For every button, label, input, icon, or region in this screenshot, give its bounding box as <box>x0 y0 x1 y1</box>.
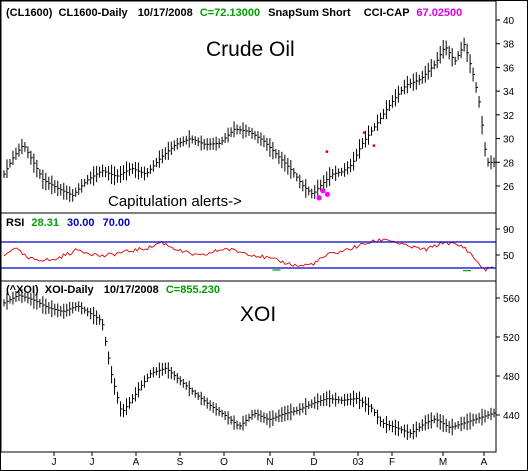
rsi-y-tick-label-0: 90 <box>503 225 515 236</box>
xoi-symbol: (^XOI) <box>6 284 39 296</box>
crude-indicator-value: 67.02500 <box>416 7 462 19</box>
crude-y-tick-label-6: 28 <box>503 158 515 169</box>
crude-y-tick-label-0: 40 <box>503 16 515 27</box>
xoi-y-tick-label-3: 440 <box>503 411 520 422</box>
xoi-bars <box>3 289 496 440</box>
crude-y-tick-label-7: 26 <box>503 182 515 193</box>
crude-study: SnapSum Short <box>268 7 351 19</box>
rsi-series <box>3 238 495 272</box>
rsi-value: 28.31 <box>31 217 59 229</box>
crude-y-tick-label-2: 36 <box>503 63 515 74</box>
crude-title: Crude Oil <box>206 38 295 61</box>
xoi-close: C=855.230 <box>166 284 220 296</box>
x-tick-label-2: A <box>133 457 140 468</box>
capitulation-alert-marker-0 <box>316 195 322 201</box>
crude-symbol: (CL1600) <box>6 7 53 19</box>
crude-date: 10/17/2008 <box>138 7 193 19</box>
alert-red-dot-1 <box>362 131 366 135</box>
crude-y-tick-label-3: 34 <box>503 87 515 98</box>
xoi-y-tick-label-2: 480 <box>503 372 520 383</box>
crude-y-tick-label-5: 30 <box>503 135 515 146</box>
rsi-label: RSI <box>6 217 24 229</box>
alert-red-dot-2 <box>372 144 376 148</box>
crude-y-tick-label-4: 32 <box>503 111 515 122</box>
x-tick-label-6: D <box>310 457 317 468</box>
rsi-low-level: 30.00 <box>67 217 95 229</box>
x-tick-label-10: A <box>481 457 488 468</box>
xoi-name: XOI-Daily <box>45 284 95 296</box>
x-tick-label-9: M <box>439 457 447 468</box>
capitulation-annotation: Capitulation alerts-> <box>108 193 242 210</box>
x-tick-label-4: O <box>220 457 228 468</box>
crude-name: CL1600-Daily <box>59 7 129 19</box>
axis-ticks: 40 38 36 34 32 30 28 26 90 50 560 520 480 440 J J A S O N D 0… <box>52 16 521 468</box>
xoi-y-tick-label-1: 520 <box>503 333 520 344</box>
x-tick-label-8: F <box>389 457 395 468</box>
svg-text:(^XOI) XOI-Daily 10/17: (^XOI) XOI-Daily 10/17/2008 C=855.230 <box>6 284 220 296</box>
x-tick-label-7: 03 <box>352 457 364 468</box>
xoi-y-tick-label-0: 560 <box>503 294 520 305</box>
svg-text:(CL1600) CL1600-Daily: (CL1600) CL1600-Daily 10/17/2008 C=72.13… <box>6 7 462 19</box>
alert-red-dot-0 <box>325 150 329 154</box>
capitulation-alert-marker-1 <box>320 188 326 194</box>
rsi-y-tick-label-1: 50 <box>503 251 515 262</box>
svg-text:RSI 28.31 30.00 70: RSI 28.31 30.00 70.00 <box>6 217 130 229</box>
rsi-high-level: 70.00 <box>103 217 131 229</box>
x-tick-label-3: S <box>177 457 184 468</box>
crude-y-tick-label-1: 38 <box>503 40 515 51</box>
crude-indicator: CCI-CAP <box>364 7 410 19</box>
crude-oil-bars <box>3 37 496 202</box>
rsi-line <box>3 238 495 272</box>
xoi-title: XOI <box>240 303 276 326</box>
xoi-date: 10/17/2008 <box>104 284 159 296</box>
capitulation-alert-marker-2 <box>324 191 330 197</box>
x-tick-label-0: J <box>52 457 57 468</box>
crude-close: C=72.13000 <box>200 7 260 19</box>
x-tick-label-1: J <box>90 457 95 468</box>
x-tick-label-5: N <box>266 457 273 468</box>
